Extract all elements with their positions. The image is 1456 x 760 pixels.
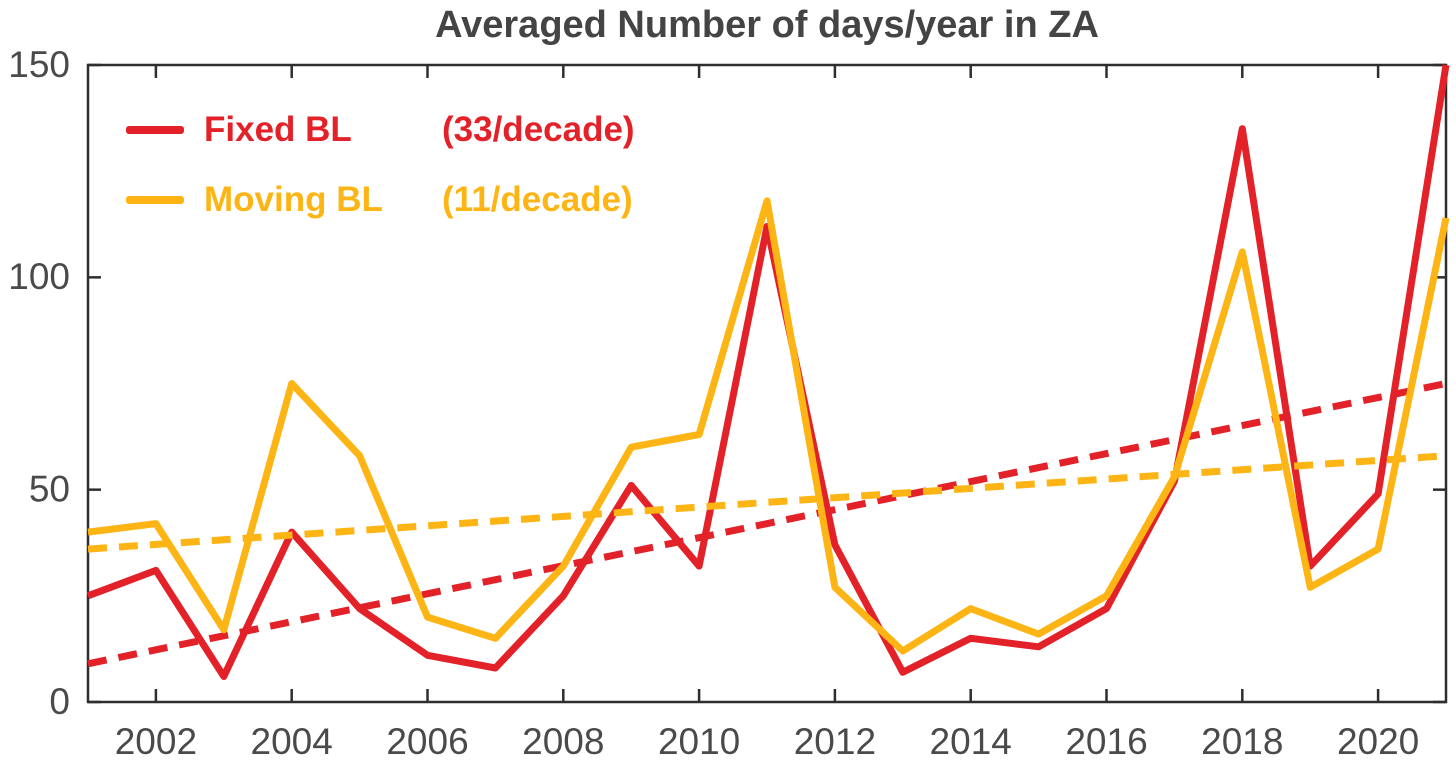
- x-tick-label: 2014: [930, 721, 1012, 760]
- y-tick-label: 50: [29, 468, 70, 509]
- y-tick-label: 100: [8, 256, 70, 297]
- chart-title: Averaged Number of days/year in ZA: [435, 4, 1099, 46]
- moving-bl-trend-line: [87, 452, 1447, 553]
- y-tick-label: 150: [8, 44, 70, 85]
- x-tick-label: 2010: [658, 721, 740, 760]
- fixed-bl-line: [86, 64, 1450, 680]
- legend-label-moving-bl: Moving BL: [204, 180, 383, 219]
- fixed-bl-line-swatch: [126, 126, 184, 134]
- x-tick-label: 2016: [1065, 721, 1147, 760]
- moving-bl-line-swatch: [126, 196, 184, 204]
- legend-item-fixed-bl: Fixed BL (33/decade): [126, 106, 635, 154]
- x-tick-label: 2018: [1201, 721, 1283, 760]
- x-tick-label: 2008: [522, 721, 604, 760]
- moving-bl-line: [87, 197, 1450, 655]
- legend-rate-fixed-bl: (33/decade): [442, 110, 635, 149]
- x-tick-label: 2012: [794, 721, 876, 760]
- y-tick-label: 0: [49, 681, 70, 722]
- fixed-bl-trend-line: [87, 380, 1447, 668]
- x-tick-label: 2006: [386, 721, 468, 760]
- legend-label-fixed-bl: Fixed BL: [204, 110, 352, 149]
- legend-rate-moving-bl: (11/decade): [442, 180, 633, 219]
- legend-item-moving-bl: Moving BL (11/decade): [126, 176, 635, 224]
- legend: Fixed BL (33/decade) Moving BL (11/decad…: [126, 106, 635, 246]
- x-tick-label: 2002: [115, 721, 197, 760]
- x-tick-label: 2004: [251, 721, 333, 760]
- axis-frame: [86, 63, 1448, 704]
- x-tick-label: 2020: [1337, 721, 1419, 760]
